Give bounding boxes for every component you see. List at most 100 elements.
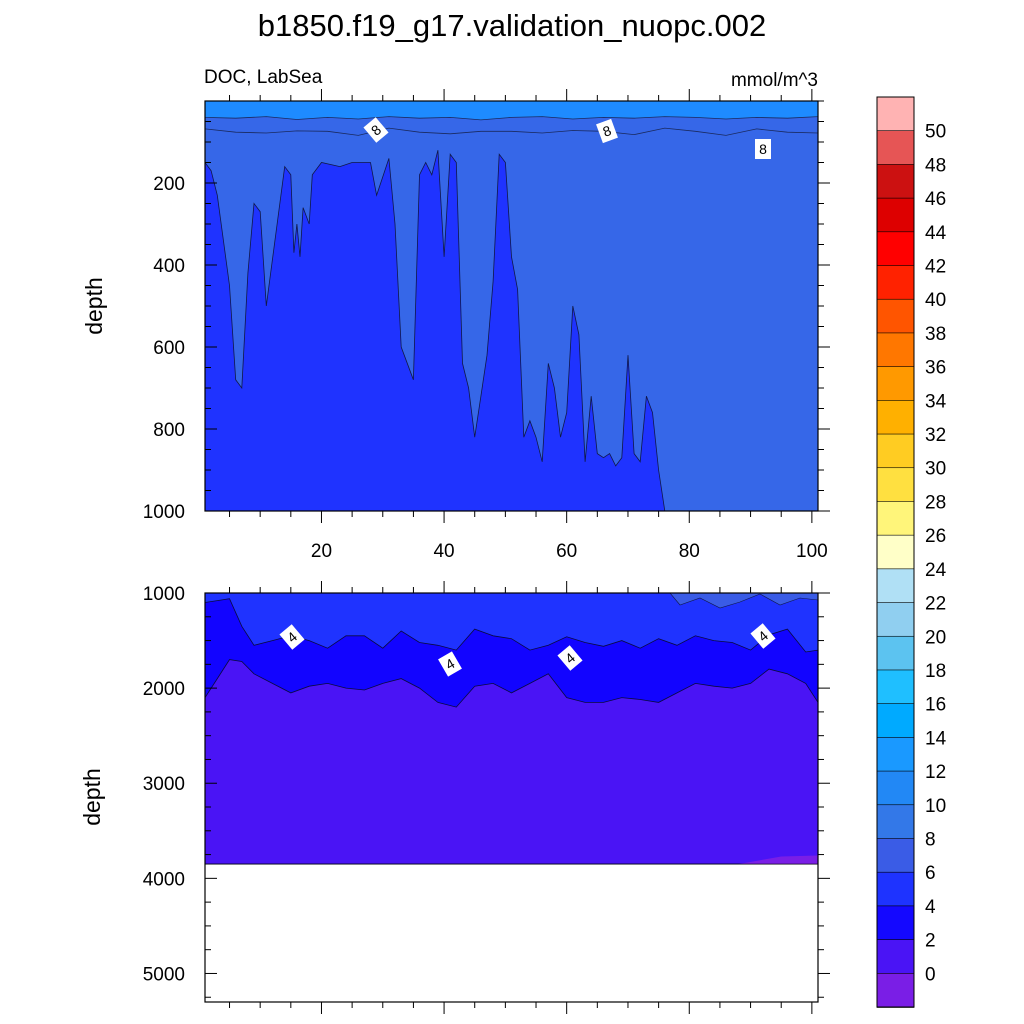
y-tick-label: 4000 (143, 869, 185, 890)
lower-axis-ticks: 1000 2000 3000 4000 5000 (143, 581, 830, 1014)
colorbar-label: 40 (925, 290, 946, 311)
left-subtitle: DOC, LabSea (204, 67, 323, 88)
colorbar-label: 22 (925, 594, 946, 615)
colorbar-label: 10 (925, 796, 946, 817)
lower-panel: 1000 2000 3000 4000 5000 depth 4 4 4 4 (79, 581, 830, 1014)
contour-label: 4 (438, 651, 462, 677)
y-tick-label: 800 (153, 420, 185, 441)
right-subtitle: mmol/m^3 (731, 70, 818, 91)
colorbar-label: 20 (925, 627, 946, 648)
colorbar-swatch (876, 96, 915, 132)
colorbar-swatch (876, 366, 915, 402)
colorbar-label: 50 (925, 122, 946, 143)
colorbar-label: 26 (925, 526, 946, 547)
colorbar-label: 30 (925, 459, 946, 480)
colorbar-swatch (876, 534, 915, 570)
colorbar-label: 48 (925, 155, 946, 176)
lower-contour-fills (205, 593, 818, 865)
lower-plot-frame (204, 592, 819, 1003)
y-tick-label: 1000 (143, 502, 185, 523)
colorbar-swatch (876, 635, 915, 671)
contour-line-8 (205, 127, 818, 136)
y-tick-label: 5000 (143, 964, 185, 985)
colorbar-swatch (876, 669, 915, 705)
colorbar-swatch (876, 871, 915, 907)
colorbar-swatch (876, 467, 915, 503)
colorbar-swatch (876, 197, 915, 233)
upper-plot-area (205, 101, 818, 511)
upper-panel: DOC, LabSea mmol/m^3 200 400 600 800 1000 20 4… (81, 67, 830, 562)
contour-label-text: 8 (759, 141, 767, 157)
colorbar-swatch (876, 972, 915, 1008)
colorbar-label: 46 (925, 189, 946, 210)
chart-title: b1850.f19_g17.validation_nuopc.002 (258, 8, 767, 43)
colorbar-label: 32 (925, 425, 946, 446)
colorbar-label: 16 (925, 695, 946, 716)
colorbar-label: 12 (925, 762, 946, 783)
colorbar-label: 38 (925, 324, 946, 345)
colorbar-swatch (876, 433, 915, 469)
x-tick-label: 100 (796, 541, 828, 562)
x-tick-label: 60 (556, 541, 577, 562)
y-tick-label: 400 (153, 256, 185, 277)
contour-label-box (596, 118, 618, 144)
y-tick-label: 1000 (143, 584, 185, 605)
colorbar-label: 4 (925, 897, 936, 918)
contour-label: 8 (596, 118, 618, 144)
colorbar-swatch (876, 130, 915, 166)
contour-fill-below-0 (738, 855, 818, 865)
contour-fill-10-12 (205, 101, 818, 121)
contour-label: 4 (750, 623, 776, 649)
colorbar-label: 36 (925, 358, 946, 379)
upper-ylabel: depth (81, 277, 107, 335)
colorbar-label: 28 (925, 492, 946, 513)
colorbar-label: 6 (925, 863, 936, 884)
colorbar-swatch (876, 905, 915, 941)
colorbar: 5048464442403836343230282624222018161412… (876, 96, 947, 1008)
colorbar-swatch (876, 568, 915, 604)
lower-ylabel: depth (79, 768, 105, 826)
contour-label: 4 (557, 645, 583, 671)
colorbar-label: 34 (925, 391, 947, 412)
colorbar-swatch (876, 939, 915, 975)
colorbar-swatch (876, 332, 915, 368)
contour-label-box (557, 645, 583, 671)
colorbar-swatch (876, 298, 915, 334)
lower-contour-labels: 4 4 4 4 (279, 623, 776, 677)
contour-fill-6-8-deep (669, 593, 818, 609)
x-tick-label: 40 (433, 541, 454, 562)
upper-axis-ticks: 200 400 600 800 1000 20 40 60 80 100 (143, 89, 830, 562)
colorbar-label: 8 (925, 830, 936, 851)
y-tick-label: 3000 (143, 774, 185, 795)
colorbar-swatch (876, 838, 915, 873)
colorbar-label: 14 (925, 728, 947, 749)
contour-label-box (755, 139, 771, 159)
colorbar-swatch (876, 804, 915, 840)
y-tick-label: 2000 (143, 679, 185, 700)
x-tick-label: 80 (679, 541, 700, 562)
colorbar-label: 44 (925, 223, 947, 244)
colorbar-swatch (876, 703, 915, 739)
colorbar-frame (876, 96, 915, 1008)
colorbar-swatch (876, 602, 915, 638)
colorbar-swatch (876, 400, 915, 435)
colorbar-label: 2 (925, 931, 936, 952)
contour-label: 4 (279, 624, 305, 650)
lower-plot-area (205, 593, 818, 865)
contour-label-box (438, 651, 462, 677)
contour-label: 8 (755, 139, 771, 159)
y-tick-label: 600 (153, 338, 185, 359)
contour-label-box (363, 117, 389, 143)
colorbar-label: 0 (925, 964, 936, 985)
colorbar-label: 18 (925, 661, 946, 682)
colorbar-swatch (876, 770, 915, 806)
colorbar-swatch (876, 231, 915, 267)
colorbar-swatch (876, 501, 915, 536)
colorbar-swatch (876, 164, 915, 199)
contour-fill-0-2 (205, 659, 818, 865)
colorbar-label: 42 (925, 257, 946, 278)
upper-contour-labels: 8 8 8 (363, 117, 771, 159)
contour-label-box (279, 624, 305, 650)
upper-contour-fills (205, 101, 818, 511)
